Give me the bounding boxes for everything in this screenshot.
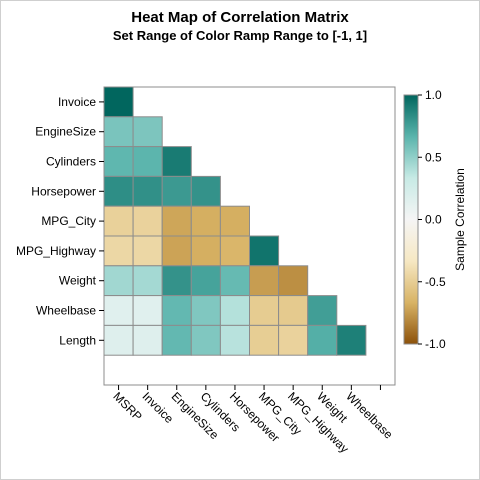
cell-Weight-Cylinders [190,265,221,297]
cell-Length-Weight [307,324,338,356]
cell-Weight-Invoice [132,265,163,297]
cell-MPG_Highway-MPG_City [249,235,280,267]
cell-Cylinders-MSRP [103,146,134,177]
cell-MPG_City-Cylinders [190,205,221,237]
cell-MPG_Highway-Horsepower [219,235,250,267]
cell-Length-MPG_City [249,324,280,356]
cell-Wheelbase-MPG_City [249,295,280,326]
legend-title: Sample Correlation [453,168,467,271]
cell-Length-Wheelbase [336,324,367,356]
y-tick-label: Cylinders [46,155,96,169]
x-axis: MSRPInvoiceEngineSizeCylindersHorsepower… [110,385,396,456]
cell-EngineSize-MSRP [103,116,134,148]
y-tick-label: MPG_City [41,214,96,228]
cell-Horsepower-Invoice [132,175,163,207]
y-tick-label: Weight [59,274,97,288]
cell-Length-EngineSize [161,324,192,356]
cell-Length-Cylinders [190,324,221,356]
cell-Wheelbase-MPG_Highway [278,295,309,326]
cell-MPG_Highway-Invoice [132,235,163,267]
cell-Weight-Horsepower [219,265,250,297]
cell-Length-Invoice [132,324,163,356]
cell-Weight-MPG_Highway [278,265,309,297]
cell-MPG_City-Horsepower [219,205,250,237]
cell-MPG_City-Invoice [132,205,163,237]
cell-Horsepower-EngineSize [161,175,192,207]
legend-tick-label: 0.0 [425,213,442,227]
legend-tick-label: 0.5 [425,150,442,164]
cell-Wheelbase-EngineSize [161,295,192,326]
cell-Horsepower-MSRP [103,175,134,207]
legend-tick-label: 1.0 [425,88,442,102]
cell-MPG_Highway-MSRP [103,235,134,267]
cell-Wheelbase-Weight [307,295,338,326]
legend-tick-label: -0.5 [425,275,446,289]
chart-subtitle: Set Range of Color Ramp Range to [-1, 1] [112,28,368,43]
color-legend: 1.0 0.5 0.0 -0.5 -1.0 Sample Correlation [403,88,467,351]
cell-Cylinders-EngineSize [161,146,192,177]
y-tick-label: MPG_Highway [16,244,96,258]
cell-Cylinders-Invoice [132,146,163,177]
y-tick-label: Length [59,333,96,347]
cell-Wheelbase-Cylinders [190,295,221,326]
cell-Wheelbase-MSRP [103,295,134,326]
cell-Length-Horsepower [219,324,250,356]
y-tick-label: Wheelbase [36,304,96,318]
cell-Length-MSRP [103,324,134,356]
legend-color-bar [403,94,419,345]
legend-tick-label: -1.0 [425,337,446,351]
cell-MPG_Highway-Cylinders [190,235,221,267]
y-tick-label: EngineSize [35,125,96,139]
cell-Weight-EngineSize [161,265,192,297]
cell-Invoice-MSRP [103,86,134,118]
cell-MPG_City-MSRP [103,205,134,237]
cell-Weight-MSRP [103,265,134,297]
heatmap-cells [103,86,367,356]
cell-MPG_Highway-EngineSize [161,235,192,267]
cell-Wheelbase-Invoice [132,295,163,326]
y-tick-label: Horsepower [31,184,96,198]
cell-Weight-MPG_City [249,265,280,297]
x-tick-label: MSRP [110,389,144,423]
y-tick-label: Invoice [58,95,96,109]
chart-title: Heat Map of Correlation Matrix [131,9,349,26]
cell-Horsepower-Cylinders [190,175,221,207]
cell-MPG_City-EngineSize [161,205,192,237]
cell-Wheelbase-Horsepower [219,295,250,326]
y-axis: Invoice EngineSize Cylinders Horsepower MPG_… [16,95,104,347]
x-tick-label: Invoice [140,389,177,426]
x-tick-label: Wheelbase [343,389,396,442]
cell-Length-MPG_Highway [278,324,309,356]
cell-EngineSize-Invoice [132,116,163,148]
